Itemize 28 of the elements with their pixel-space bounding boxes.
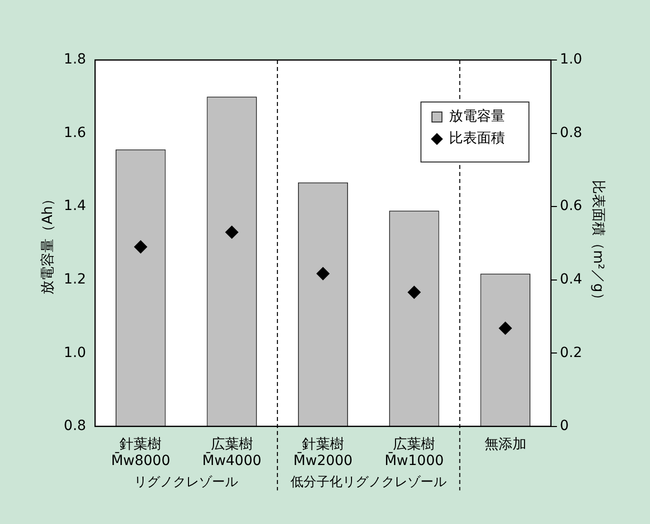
y-tick-label: 1.0 [64,344,86,361]
y-tick-label: 0.8 [64,418,86,434]
y-tick-label: 1.2 [64,271,86,288]
x-tick-label: 針葉樹 M̄w2000 [293,436,353,470]
point [408,286,421,299]
point [498,322,512,335]
point [134,240,148,254]
point [316,267,330,280]
y2-tick-label: 0 [560,418,569,434]
y-tick-label: 1.6 [64,124,86,141]
x-tick-label: 無添加 [484,436,526,452]
y-tick-label: 1.8 [64,52,86,68]
y-axis-title: 放電容量（Ah） [40,192,56,294]
y2-tick-label: 0.2 [560,344,582,361]
legend-label: 放電容量 [448,108,505,125]
y2-tick-label: 1.0 [560,52,582,68]
x-tick-label: 広葉樹 M̄w1000 [384,436,444,470]
x-tick-label: 針葉樹 M̄w8000 [111,436,170,470]
x-tick-label: 広葉樹 M̄w4000 [202,436,262,470]
y-tick-label: 1.4 [64,198,86,214]
y2-axis-title: 比表面積（m²／g） [590,180,606,306]
point [225,226,238,239]
y2-tick-label: 0.8 [560,124,582,141]
y2-tick-label: 0.6 [560,198,582,214]
text: 低分子化リグノクレゾール [290,474,447,490]
legend-label: 比表面積 [448,130,505,147]
y2-tick-label: 0.4 [560,271,582,288]
text: リグノクレゾール [134,474,238,490]
